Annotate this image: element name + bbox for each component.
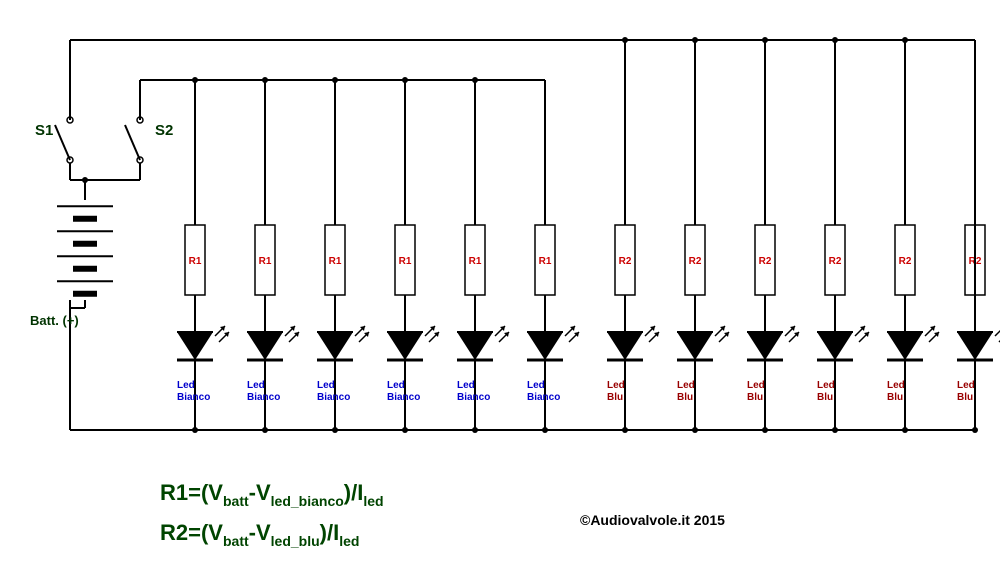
led-label-line2: Bianco [387, 392, 420, 403]
switch-s2-label: S2 [155, 122, 173, 139]
resistor-label: R2 [619, 256, 632, 267]
resistor-label: R2 [759, 256, 772, 267]
led-label-line2: Blu [887, 392, 903, 403]
led-label-line1: Led [817, 380, 835, 391]
resistor-label: R2 [899, 256, 912, 267]
led-label-line2: Blu [957, 392, 973, 403]
led-label-line2: Bianco [317, 392, 350, 403]
resistor-label: R1 [189, 256, 202, 267]
led-label-line1: Led [247, 380, 265, 391]
led-label-line2: Bianco [247, 392, 280, 403]
copyright-text: ©Audiovalvole.it 2015 [580, 512, 725, 528]
resistor-label: R1 [399, 256, 412, 267]
led-label-line2: Blu [747, 392, 763, 403]
led-label-line2: Blu [607, 392, 623, 403]
switch-s1-label: S1 [35, 122, 53, 139]
led-label-line1: Led [527, 380, 545, 391]
resistor-label: R1 [329, 256, 342, 267]
led-label-line1: Led [607, 380, 625, 391]
led-label-line2: Bianco [527, 392, 560, 403]
resistor-label: R2 [689, 256, 702, 267]
led-label-line1: Led [957, 380, 975, 391]
resistor-label: R1 [469, 256, 482, 267]
led-label-line2: Bianco [177, 392, 210, 403]
led-label-line2: Blu [677, 392, 693, 403]
formula: R2=(Vbatt-Vled_blu)/Iled [160, 520, 359, 549]
led-label-line1: Led [457, 380, 475, 391]
formula: R1=(Vbatt-Vled_bianco)/Iled [160, 480, 384, 509]
led-label-line1: Led [887, 380, 905, 391]
led-label-line1: Led [387, 380, 405, 391]
circuit-diagram: { "layout": { "width": 1000, "height": 5… [0, 0, 1000, 585]
led-label-line1: Led [177, 380, 195, 391]
resistor-label: R2 [829, 256, 842, 267]
led-label-line1: Led [677, 380, 695, 391]
led-label-line1: Led [317, 380, 335, 391]
resistor-label: R1 [259, 256, 272, 267]
led-label-line1: Led [747, 380, 765, 391]
led-label-line2: Blu [817, 392, 833, 403]
led-label-line2: Bianco [457, 392, 490, 403]
resistor-label: R1 [539, 256, 552, 267]
battery-label: Batt. (+) [30, 313, 79, 328]
